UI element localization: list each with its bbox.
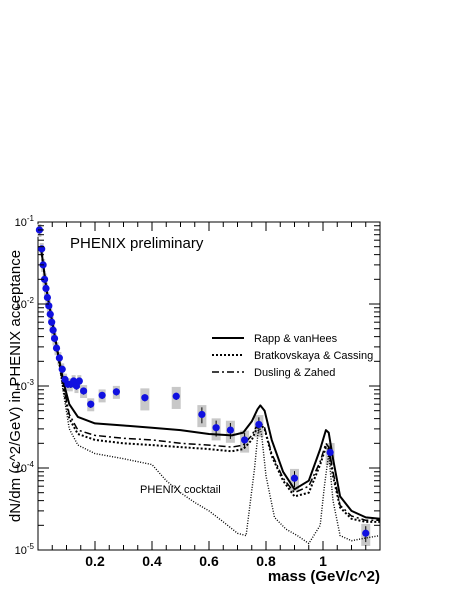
data-point [326,448,334,456]
curve-dusling-zahed [40,246,380,522]
data-point [226,426,234,434]
x-tick-label: 0.8 [256,553,276,569]
data-point [42,284,50,292]
y-tick-label: 10-3 [15,378,35,393]
curve-bratkovskaya-cassing [39,246,380,523]
legend-label-rapp: Rapp & vanHees [254,333,338,345]
data-point [198,410,206,419]
data-point [52,344,61,352]
data-point [212,424,220,432]
data-point [50,334,59,343]
data-point [43,293,52,302]
data-point [141,394,149,402]
model-curves [39,246,381,545]
data-point [172,392,180,400]
data-point [45,302,53,310]
x-axis-title: mass (GeV/c^2) [268,568,380,585]
legend-label-bratkovskaya: Bratkovskaya & Cassing [254,350,373,362]
x-tick-label: 0.6 [199,553,219,569]
data-point [49,326,57,334]
y-tick-label: 10-5 [15,542,35,557]
y-tick-label: 10-4 [15,460,35,475]
data-points [35,226,370,537]
systematic-error-boxes [37,224,371,546]
y-tick-label: 10-2 [15,296,35,311]
data-point [55,354,63,362]
x-tick-label: 0.4 [142,553,162,569]
y-axis-ticks: 10-5 10-4 10-3 10-2 10-1 [15,214,380,557]
data-point [46,310,54,318]
data-point [40,275,49,283]
data-point [98,391,106,399]
data-point [255,420,263,429]
curve-phenix-cocktail [40,246,381,545]
x-tick-label: 0.2 [85,553,105,569]
data-point [362,529,370,537]
data-point [48,318,56,326]
data-point [112,388,120,396]
curve-rapp-vanhees [39,246,381,520]
x-tick-label: 1 [319,553,327,569]
data-point [80,387,88,395]
data-point [75,377,83,385]
annotation-phenix-cocktail: PHENIX cocktail [140,484,221,496]
legend: Rapp & vanHees Bratkovskaya & Cassing Du… [212,333,373,379]
y-tick-label: 10-1 [15,214,35,229]
data-point [241,436,249,444]
plot-frame [37,221,381,551]
data-point [290,474,299,482]
legend-label-dusling: Dusling & Zahed [254,367,335,379]
data-point [87,400,95,408]
annotation-phenix-preliminary: PHENIX preliminary [70,235,204,252]
y-axis-title: dN/dm (c^2/GeV) in PHENIX acceptance [7,250,24,522]
x-axis-ticks: 0.2 0.4 0.6 0.8 1 [51,222,381,569]
data-point [58,365,66,373]
